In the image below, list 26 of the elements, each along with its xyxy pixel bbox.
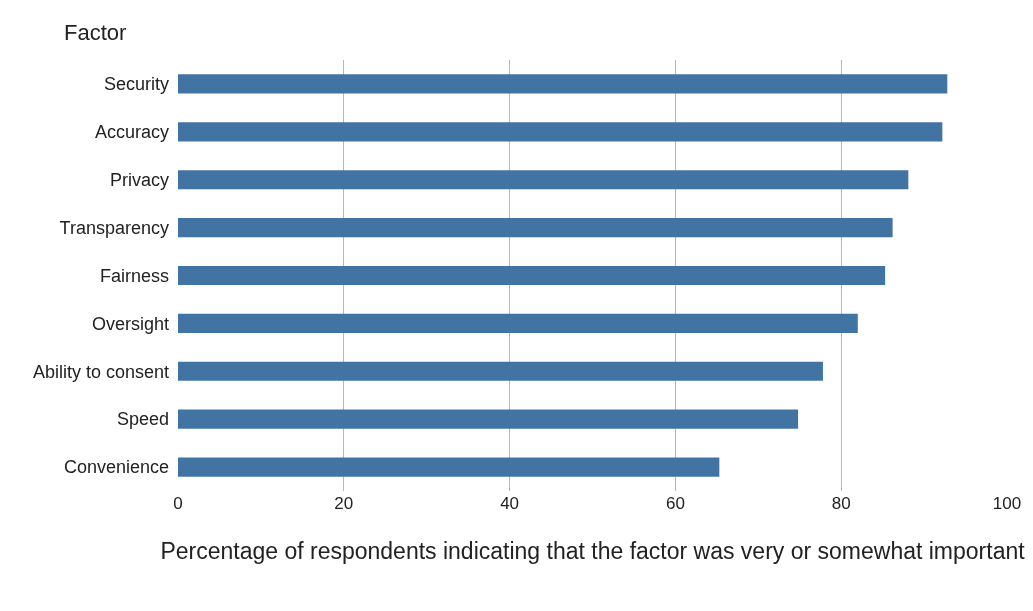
bar bbox=[178, 409, 799, 429]
y-tick-label: Convenience bbox=[63, 457, 169, 478]
x-tick-label: 20 bbox=[334, 494, 354, 513]
x-axis-title: Percentage of respondents indicating that the factor was very or somewhat important bbox=[160, 537, 1026, 564]
x-tick-label: 0 bbox=[173, 494, 183, 513]
y-tick-label: Ability to consent bbox=[32, 361, 169, 382]
y-tick-label: Oversight bbox=[91, 313, 169, 334]
bar bbox=[178, 74, 948, 94]
x-tick-label: 80 bbox=[831, 494, 851, 513]
bar bbox=[178, 361, 823, 381]
bar bbox=[178, 313, 858, 333]
x-tick-label: 60 bbox=[665, 494, 685, 513]
y-tick-label: Speed bbox=[116, 409, 169, 430]
bar bbox=[178, 122, 943, 142]
y-tick-label: Transparency bbox=[59, 217, 169, 238]
bar bbox=[178, 457, 720, 477]
bar bbox=[178, 218, 893, 238]
y-axis-title: Factor bbox=[64, 20, 127, 45]
y-tick-label: Accuracy bbox=[94, 122, 169, 143]
bar bbox=[178, 170, 909, 190]
y-tick-label: Security bbox=[103, 74, 169, 95]
y-tick-label: Privacy bbox=[109, 170, 169, 191]
bar bbox=[178, 265, 886, 286]
x-tick-label: 100 bbox=[992, 494, 1022, 513]
x-tick-label: 40 bbox=[500, 494, 520, 513]
y-tick-label: Fairness bbox=[99, 265, 169, 286]
